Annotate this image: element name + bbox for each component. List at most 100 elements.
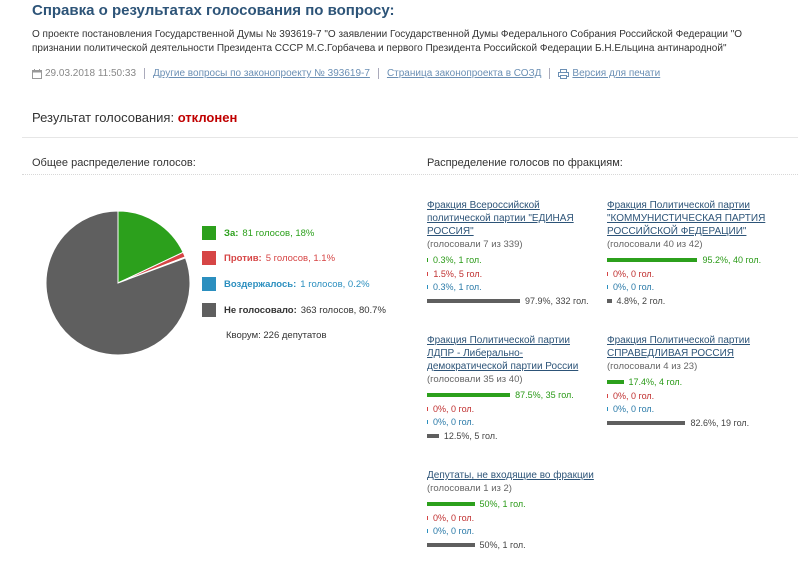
faction-bar-label: 0%, 0 гол. [613, 404, 655, 415]
faction-bar-label: 0.3%, 1 гол. [433, 282, 482, 293]
faction-name-link[interactable]: Фракция Всероссийской политической парти… [427, 200, 574, 237]
faction-bar-against [607, 271, 608, 276]
faction-bar-row-against: 1.5%, 5 гол. [427, 267, 617, 281]
faction-bar-for [607, 379, 624, 384]
vote-date: 29.03.2018 11:50:33 [45, 68, 137, 79]
faction-voted-count: (голосовали 35 из 40) [427, 374, 523, 385]
legend-swatch [202, 303, 216, 317]
divider [549, 68, 551, 79]
faction-bar-none [607, 420, 686, 425]
faction-bar-for [607, 257, 698, 262]
legend-swatch [202, 226, 216, 240]
divider [144, 68, 146, 79]
pie-slice-none [45, 210, 191, 356]
faction-bar-label: 82.6%, 19 гол. [690, 417, 750, 428]
legend-value: 1 голосов, 0.2% [300, 278, 370, 290]
faction-bar-label: 0%, 0 гол. [613, 268, 655, 279]
vote-pie-chart [45, 210, 191, 356]
faction-voted-count: (голосовали 1 из 2) [427, 483, 512, 494]
legend-item-abstain: Воздержалось: 1 голосов, 0.2% [202, 277, 370, 291]
overall-section-title: Общее распределение голосов: [32, 157, 196, 169]
faction-bar-row-against: 0%, 0 гол. [427, 511, 617, 525]
print-version-link[interactable]: Версия для печати [572, 68, 661, 79]
faction-bar-label: 0%, 0 гол. [613, 390, 655, 401]
vote-result: Результат голосования: отклонен [32, 110, 237, 125]
meta-bar: 29.03.2018 11:50:33 Другие вопросы по за… [32, 68, 660, 79]
faction-bar-row-for: 17.4%, 4 гол. [607, 375, 797, 389]
faction-bar-none [427, 298, 520, 303]
faction-bar-label: 0%, 0 гол. [433, 512, 475, 523]
printer-icon[interactable] [558, 68, 570, 79]
legend-swatch [202, 277, 216, 291]
faction-bar-row-against: 0%, 0 гол. [607, 389, 797, 403]
faction-bar-label: 87.5%, 35 гол. [515, 389, 574, 400]
vote-result-label: Результат голосования: [32, 110, 175, 125]
question-description: О проекте постановления Государственной … [32, 29, 743, 54]
faction-bar-row-none: 12.5%, 5 гол. [427, 429, 617, 443]
faction-name-link[interactable]: Фракция Политической партии "КОММУНИСТИЧ… [607, 200, 766, 237]
faction-block: Фракция Политической партии СПРАВЕДЛИВАЯ… [607, 334, 797, 430]
faction-block: Фракция Политической партии ЛДПР - Либер… [427, 334, 617, 443]
legend-swatch [202, 251, 216, 265]
faction-bar-none [427, 433, 439, 438]
legend-value: 5 голосов, 1.1% [265, 252, 336, 264]
calendar-icon [32, 68, 42, 79]
faction-bar-against [607, 393, 608, 398]
faction-bar-abstain [607, 407, 608, 412]
legend-label: Против: [224, 252, 262, 264]
sozd-page-link[interactable]: Страница законопроекта в СОЗД [386, 68, 542, 79]
faction-bar-for [427, 392, 511, 397]
faction-bar-label: 0%, 0 гол. [433, 403, 475, 414]
faction-bar-row-none: 50%, 1 гол. [427, 538, 617, 552]
faction-bar-abstain [427, 529, 428, 534]
faction-bar-row-none: 97.9%, 332 гол. [427, 294, 617, 308]
faction-bar-abstain [427, 420, 428, 425]
faction-bar-row-for: 50%, 1 гол. [427, 497, 617, 511]
faction-voted-count: (голосовали 40 из 42) [607, 239, 703, 250]
other-questions-link[interactable]: Другие вопросы по законопроекту № 393619… [153, 68, 370, 79]
faction-bar-row-abstain: 0%, 0 гол. [607, 280, 797, 294]
legend-label: За: [224, 227, 239, 239]
faction-bar-label: 0.3%, 1 гол. [433, 254, 482, 265]
faction-name-link[interactable]: Депутаты, не входящие во фракции [427, 470, 594, 481]
divider [22, 174, 798, 175]
faction-bar-row-against: 0%, 0 гол. [427, 402, 617, 416]
faction-bar-label: 97.9%, 332 гол. [525, 295, 589, 306]
faction-name-link[interactable]: Фракция Политической партии ЛДПР - Либер… [427, 335, 579, 372]
legend-item-none: Не голосовало: 363 голосов, 80.7% [202, 303, 386, 317]
faction-bar-row-abstain: 0%, 0 гол. [427, 415, 617, 429]
faction-block: Фракция Всероссийской политической парти… [427, 199, 617, 308]
faction-bar-row-none: 4.8%, 2 гол. [607, 294, 797, 308]
faction-bar-label: 95.2%, 40 гол. [702, 254, 762, 265]
divider [22, 137, 798, 138]
page-title: Справка о результатах голосования по воп… [32, 2, 395, 19]
faction-bar-row-abstain: 0%, 0 гол. [427, 524, 617, 538]
faction-bar-row-for: 0.3%, 1 гол. [427, 253, 617, 267]
faction-bar-row-abstain: 0.3%, 1 гол. [427, 280, 617, 294]
faction-bar-against [427, 515, 428, 520]
faction-voted-count: (голосовали 4 из 23) [607, 361, 698, 372]
faction-bar-for [427, 257, 428, 262]
faction-bar-none [427, 542, 475, 547]
faction-bar-row-abstain: 0%, 0 гол. [607, 402, 797, 416]
faction-name-link[interactable]: Фракция Политической партии СПРАВЕДЛИВАЯ… [607, 335, 750, 359]
faction-bar-none [607, 298, 612, 303]
faction-bar-label: 0%, 0 гол. [433, 526, 475, 537]
faction-bar-label: 1.5%, 5 гол. [433, 268, 483, 279]
legend-item-against: Против: 5 голосов, 1.1% [202, 251, 335, 265]
factions-section-title: Распределение голосов по фракциям: [427, 157, 623, 169]
faction-bar-label: 4.8%, 2 гол. [616, 295, 666, 306]
faction-bar-label: 50%, 1 гол. [479, 498, 526, 509]
faction-block: Депутаты, не входящие во фракции (голосов… [427, 469, 617, 552]
legend-value: 81 голосов, 18% [242, 227, 315, 239]
pie-slice-for [117, 210, 184, 284]
faction-bar-against [427, 406, 428, 411]
faction-bar-row-for: 87.5%, 35 гол. [427, 388, 617, 402]
faction-bar-label: 17.4%, 4 гол. [628, 376, 683, 387]
faction-bar-label: 0%, 0 гол. [613, 282, 655, 293]
divider [377, 68, 379, 79]
faction-bar-against [427, 271, 429, 276]
legend-item-for: За: 81 голосов, 18% [202, 226, 314, 240]
faction-bar-row-none: 82.6%, 19 гол. [607, 416, 797, 430]
faction-bar-abstain [607, 285, 608, 290]
